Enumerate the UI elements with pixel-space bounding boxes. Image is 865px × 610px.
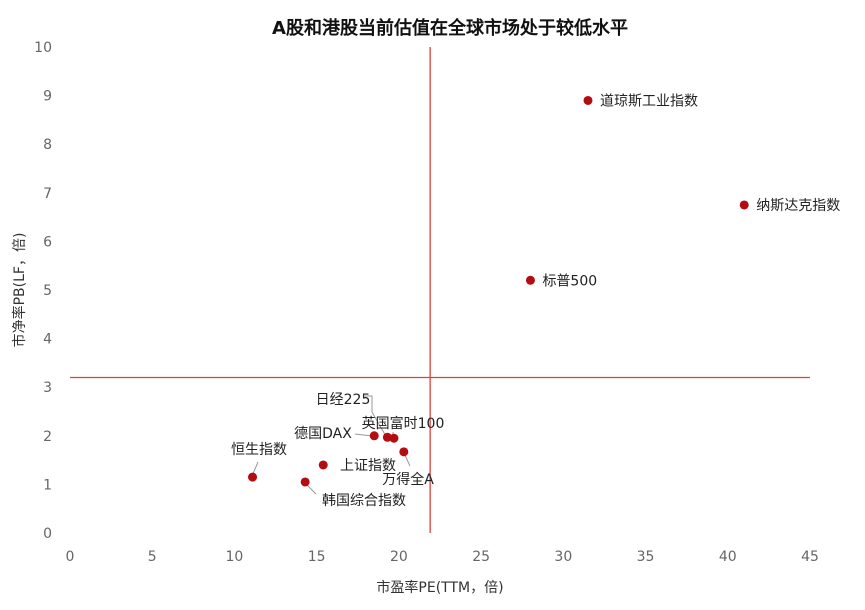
y-tick-label: 4 — [43, 332, 52, 348]
data-point — [583, 95, 593, 105]
data-point — [389, 433, 399, 443]
point-label: 英国富时100 — [362, 415, 445, 432]
chart-title: A股和港股当前估值在全球市场处于较低水平 — [272, 17, 628, 39]
y-tick-label: 7 — [43, 186, 52, 202]
data-point — [248, 472, 258, 482]
data-point — [382, 432, 392, 442]
data-point — [399, 447, 409, 457]
x-tick-label: 35 — [637, 549, 655, 565]
data-point — [369, 431, 379, 441]
y-tick-label: 2 — [43, 429, 52, 445]
x-tick-label: 15 — [308, 549, 326, 565]
reference-lines — [70, 47, 810, 533]
point-label: 德国DAX — [294, 426, 352, 442]
leader-line — [365, 395, 388, 439]
point-label: 日经225 — [316, 392, 371, 408]
data-point — [525, 275, 535, 285]
data-point — [300, 477, 310, 487]
x-tick-label: 20 — [390, 549, 408, 565]
y-tick-label: 8 — [43, 137, 52, 153]
x-tick-label: 40 — [719, 549, 737, 565]
data-point — [318, 460, 328, 470]
data-points — [248, 95, 749, 487]
y-axis-title: 市净率PB(LF，倍) — [11, 233, 28, 348]
x-tick-label: 30 — [554, 549, 572, 565]
x-axis-title: 市盈率PE(TTM，倍) — [376, 579, 503, 596]
leader-line — [354, 433, 373, 437]
y-tick-label: 6 — [43, 234, 52, 250]
y-tick-label: 0 — [43, 526, 52, 542]
data-point — [739, 200, 749, 210]
y-tick-label: 1 — [43, 477, 52, 493]
y-tick-label: 5 — [43, 283, 52, 299]
point-label: 恒生指数 — [231, 442, 287, 458]
point-label: 韩国综合指数 — [322, 493, 406, 509]
point-label: 标普500 — [542, 273, 597, 289]
x-tick-label: 0 — [66, 549, 75, 565]
x-tick-label: 25 — [472, 549, 490, 565]
x-tick-label: 10 — [226, 549, 244, 565]
x-tick-label: 5 — [148, 549, 157, 565]
y-tick-label: 3 — [43, 380, 52, 396]
point-label: 道琼斯工业指数 — [600, 93, 698, 109]
point-label: 纳斯达克指数 — [756, 198, 840, 214]
x-tick-label: 45 — [801, 549, 819, 565]
y-tick-label: 9 — [43, 89, 52, 105]
point-label: 万得全A — [382, 471, 434, 488]
point-label: 上证指数 — [340, 458, 396, 474]
y-tick-label: 10 — [34, 40, 52, 56]
